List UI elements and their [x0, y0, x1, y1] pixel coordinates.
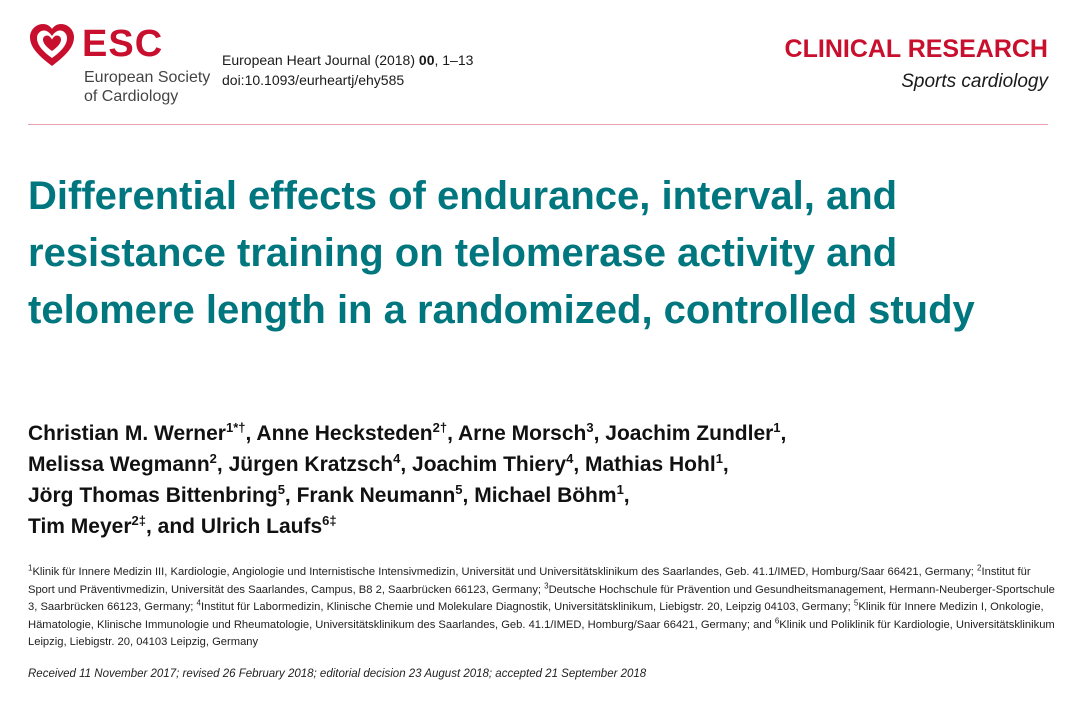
- author-separator: ,: [216, 453, 229, 476]
- author-name[interactable]: Frank Neumann: [296, 484, 456, 507]
- author-affiliation-marker: 1*†: [225, 420, 246, 435]
- affiliation-marker: 3: [544, 580, 549, 590]
- affiliation-text: Deutsche Hochschule für Prävention und G…: [28, 583, 1055, 614]
- author-name[interactable]: Melissa Wegmann: [28, 453, 210, 476]
- author-separator: ,: [780, 422, 787, 445]
- author-affiliation-marker: 6‡: [322, 513, 337, 528]
- journal-citation: European Heart Journal (2018) 00, 1–13 d…: [222, 50, 473, 90]
- author-name[interactable]: Arne Morsch: [458, 422, 587, 445]
- affiliation-text: Klinik und Poliklinik für Kardiologie, U…: [28, 618, 1055, 649]
- citation-line: European Heart Journal (2018) 00, 1–13: [222, 50, 473, 70]
- citation-volume: 00: [418, 52, 435, 68]
- affiliation-text: Institut für Labormedizin, Klinische Che…: [200, 601, 854, 614]
- affiliation-marker: 5: [853, 598, 859, 608]
- author-list: Christian M. Werner1*†, Anne Hecksteden2…: [28, 418, 1048, 542]
- author-name[interactable]: Christian M. Werner: [28, 422, 226, 445]
- affiliation-marker: 2: [977, 563, 982, 573]
- affiliation-text: Klinik für Innere Medizin I, Onkologie, …: [28, 601, 1044, 631]
- logo-subtitle: European Society of Cardiology: [84, 68, 210, 106]
- article-history: Received 11 November 2017; revised 26 Fe…: [28, 668, 647, 680]
- author-name[interactable]: Tim Meyer: [28, 515, 132, 538]
- author-separator: ,: [284, 484, 297, 507]
- author-name[interactable]: Jürgen Kratzsch: [228, 453, 394, 476]
- section-label: CLINICAL RESEARCH: [784, 35, 1048, 63]
- author-separator: ,: [245, 422, 257, 445]
- affiliation-marker: 1: [28, 563, 33, 573]
- author-affiliation-marker: 1: [616, 482, 624, 497]
- author-affiliation-marker: 1: [773, 420, 781, 435]
- doi-link[interactable]: doi:10.1093/eurheartj/ehy585: [222, 72, 405, 88]
- affiliation-text: Klinik für Innere Medizin III, Kardiolog…: [32, 566, 978, 578]
- author-name[interactable]: Joachim Zundler: [605, 422, 774, 445]
- author-affiliation-marker: 2: [209, 451, 217, 466]
- article-title: Differential effects of endurance, inter…: [28, 174, 975, 332]
- author-separator: ,: [623, 484, 630, 507]
- author-name[interactable]: Michael Böhm: [474, 484, 617, 507]
- affiliation-marker: 4: [196, 598, 201, 608]
- affiliation-text: Institut für Sport und Präventivmedizin,…: [28, 566, 1031, 596]
- author-separator: ,: [462, 484, 475, 507]
- author-separator: ,: [722, 453, 729, 476]
- author-name[interactable]: Joachim Thiery: [412, 453, 567, 476]
- author-affiliation-marker: 3: [586, 420, 594, 435]
- author-separator: ,: [573, 453, 585, 476]
- affiliations: 1Klinik für Innere Medizin III, Kardiolo…: [28, 564, 1058, 652]
- author-affiliation-marker: 1: [715, 451, 723, 466]
- logo-wordmark: ESC: [82, 23, 164, 65]
- esc-heart-icon: [30, 24, 74, 66]
- author-separator: ,: [447, 422, 458, 445]
- author-separator: ,: [400, 453, 413, 476]
- author-name[interactable]: Mathias Hohl: [585, 453, 716, 476]
- author-affiliation-marker: 2†: [432, 420, 448, 435]
- author-affiliation-marker: 5: [455, 482, 463, 497]
- logo-subtitle-line2: of Cardiology: [84, 88, 179, 105]
- author-name[interactable]: Ulrich Laufs: [200, 515, 323, 538]
- subsection-label: Sports cardiology: [901, 71, 1048, 92]
- citation-prefix: European Heart Journal (2018): [222, 52, 419, 68]
- author-name[interactable]: Anne Hecksteden: [256, 422, 433, 445]
- author-separator: ,: [593, 422, 606, 445]
- citation-pages: , 1–13: [434, 52, 474, 68]
- section-heading: CLINICAL RESEARCH Sports cardiology: [785, 34, 1048, 95]
- author-affiliation-marker: 4: [566, 451, 574, 466]
- header-divider: [28, 124, 1048, 125]
- author-affiliation-marker: 2‡: [131, 513, 146, 528]
- author-name[interactable]: Jörg Thomas Bittenbring: [28, 484, 278, 507]
- author-affiliation-marker: 5: [277, 482, 285, 497]
- affiliation-marker: 6: [774, 616, 780, 626]
- logo-subtitle-line1: European Society: [84, 69, 211, 86]
- author-separator: , and: [145, 515, 201, 538]
- author-affiliation-marker: 4: [393, 451, 401, 466]
